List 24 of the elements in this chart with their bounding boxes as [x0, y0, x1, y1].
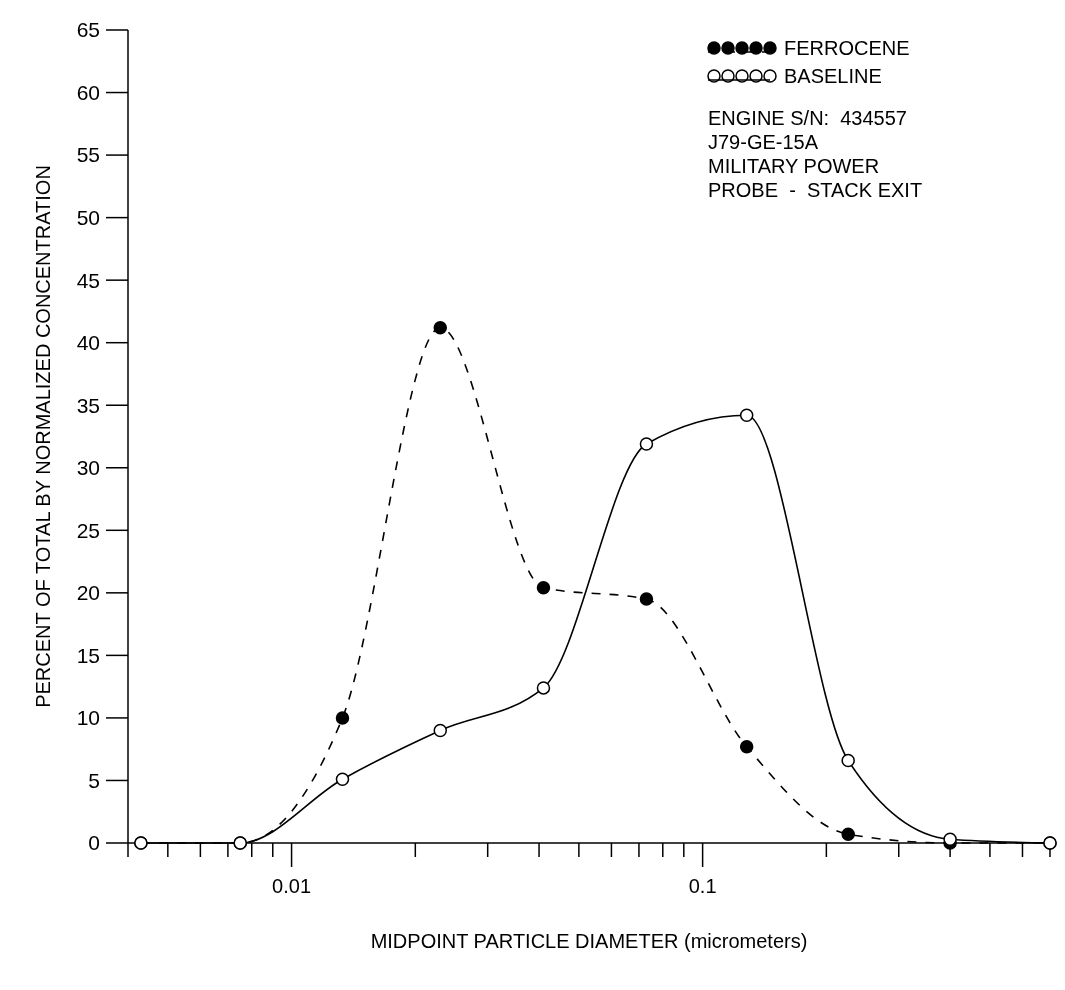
legend-label: BASELINE: [784, 65, 882, 87]
annotation: MILITARY POWER: [708, 155, 880, 177]
x-tick-label: 0.1: [688, 875, 717, 897]
annotation: PROBE - STACK EXIT: [708, 179, 923, 201]
y-tick-label: 10: [76, 706, 100, 730]
y-tick-label: 20: [76, 581, 100, 605]
annotation: J79-GE-15A: [708, 131, 819, 153]
y-tick-label: 25: [76, 518, 100, 542]
x-tick-label: 0.01: [272, 875, 312, 897]
y-tick-label: 35: [76, 393, 100, 417]
y-tick-label: 65: [76, 18, 100, 42]
y-tick-label: 55: [76, 143, 100, 167]
y-tick-label: 40: [76, 331, 100, 355]
y-axis-title: PERCENT OF TOTAL BY NORMALIZED CONCENTRATION: [32, 165, 54, 708]
annotation: ENGINE S/N: 434557: [708, 107, 907, 129]
legend-label: FERROCENE: [784, 37, 910, 59]
y-tick-label: 50: [76, 205, 100, 229]
x-axis-title: MIDPOINT PARTICLE DIAMETER (micrometers): [370, 930, 808, 952]
y-tick-label: 45: [76, 268, 100, 292]
y-tick-label: 0: [88, 831, 100, 855]
y-tick-label: 15: [76, 643, 100, 667]
y-tick-label: 60: [76, 80, 100, 104]
y-tick-label: 30: [76, 456, 100, 480]
y-tick-label: 5: [88, 768, 100, 792]
